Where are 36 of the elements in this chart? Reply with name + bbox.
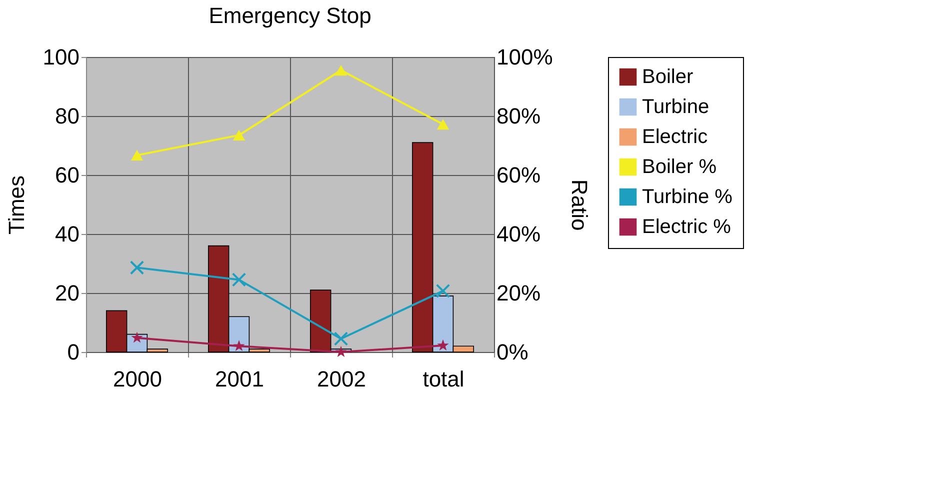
y-tick-label: 60 bbox=[55, 162, 80, 188]
legend-label: Electric bbox=[642, 126, 708, 148]
x-tick-label: total bbox=[422, 366, 464, 392]
y2-axis-title: Ratio bbox=[566, 179, 592, 231]
legend-label: Turbine bbox=[642, 96, 710, 118]
y2-tick-label: 100% bbox=[496, 44, 553, 70]
y-tick-label: 0 bbox=[67, 340, 80, 364]
legend-label: Electric % bbox=[642, 216, 732, 238]
point bbox=[232, 130, 246, 140]
legend-label: Boiler bbox=[642, 66, 694, 88]
point bbox=[437, 339, 449, 350]
y2-tick-label: 60% bbox=[496, 162, 541, 188]
point bbox=[335, 346, 347, 357]
point bbox=[436, 118, 450, 130]
x-tick-label: 2002 bbox=[317, 366, 366, 392]
point bbox=[130, 150, 144, 161]
y2-tick-label: 40% bbox=[496, 222, 541, 246]
y-tick-label: 40 bbox=[55, 222, 80, 246]
y2-tick-label: 0% bbox=[496, 340, 528, 364]
y-tick-label: 100 bbox=[42, 44, 80, 70]
point bbox=[334, 64, 348, 76]
x-tick-label: 2001 bbox=[215, 366, 264, 392]
point bbox=[334, 332, 348, 346]
y-tick-label: 20 bbox=[55, 280, 80, 306]
y-axis-title: Times bbox=[4, 175, 29, 235]
x-tick-label: 2000 bbox=[113, 366, 162, 392]
y2-tick-label: 80% bbox=[496, 104, 541, 128]
legend-label: Turbine % bbox=[642, 186, 733, 208]
point bbox=[232, 272, 246, 287]
y-tick-label: 80 bbox=[55, 104, 80, 128]
point bbox=[233, 340, 245, 352]
y2-tick-label: 20% bbox=[496, 280, 541, 306]
point bbox=[130, 260, 144, 275]
point bbox=[436, 284, 450, 298]
chart-title: Emergency Stop bbox=[208, 3, 372, 28]
legend-label: Boiler % bbox=[642, 156, 717, 178]
